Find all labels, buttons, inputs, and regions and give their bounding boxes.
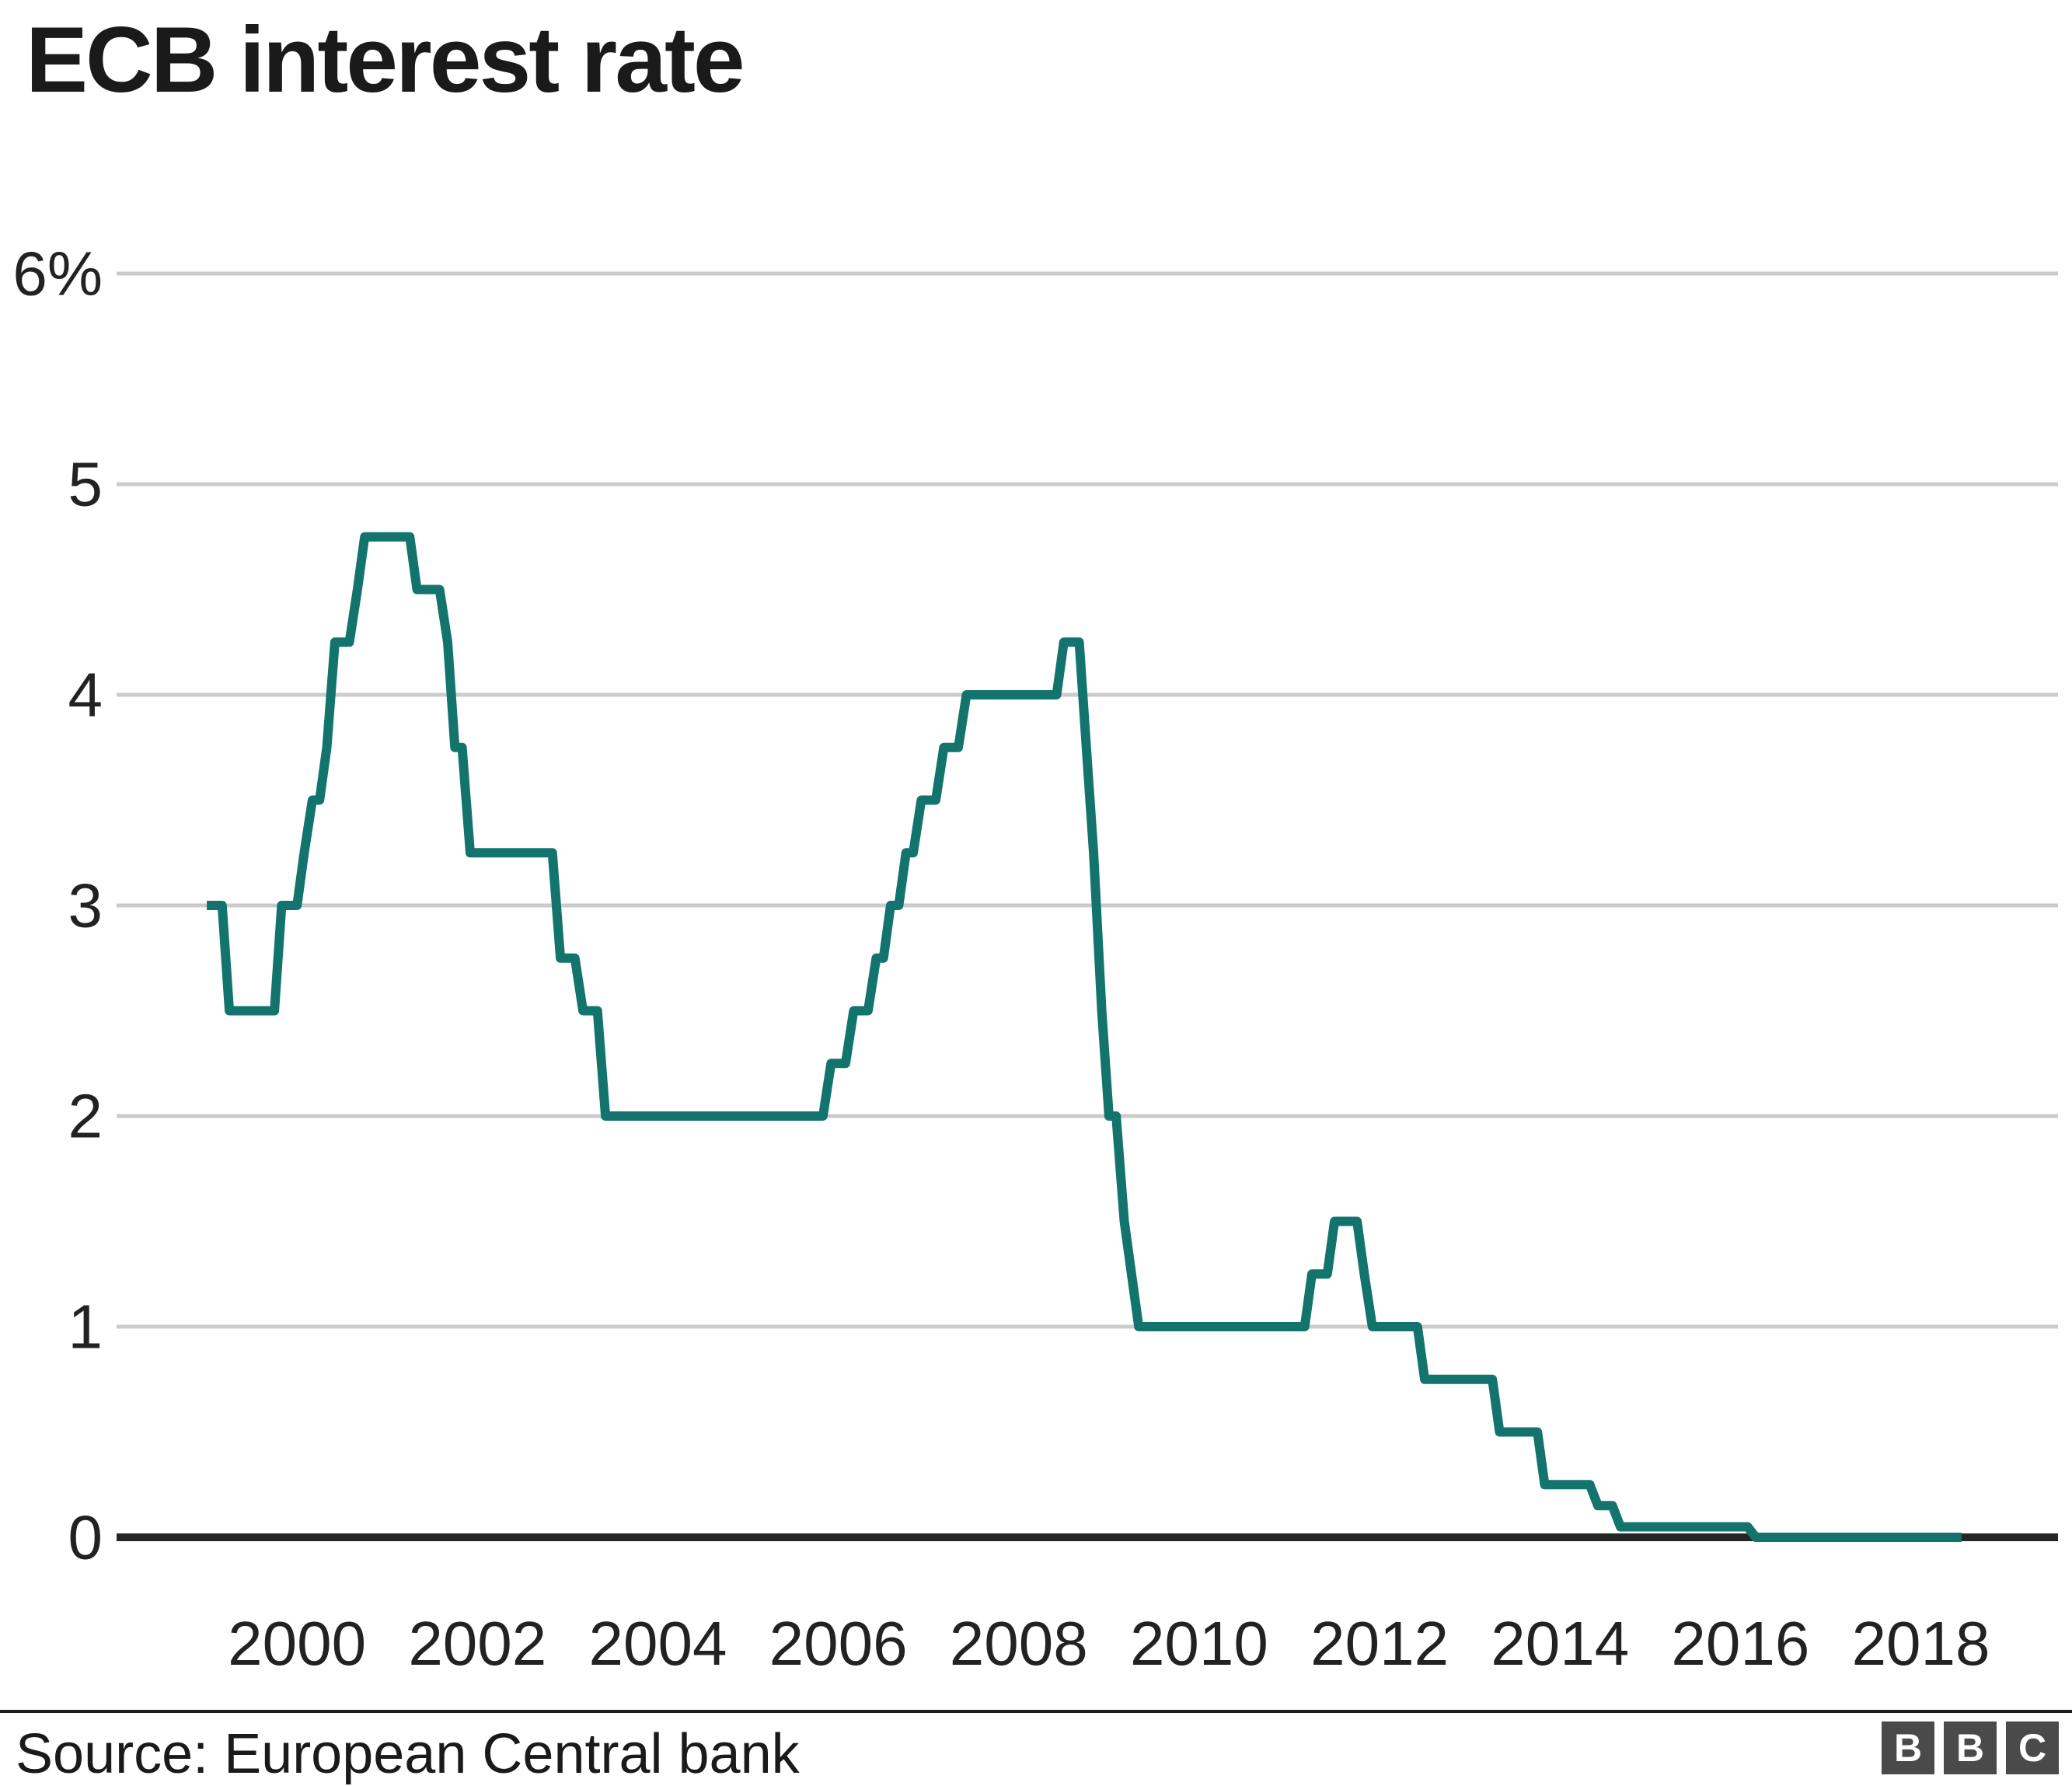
- y-axis-label: 2: [68, 1082, 103, 1151]
- x-axis-label: 2008: [950, 1609, 1088, 1678]
- footer-divider: [0, 1710, 2072, 1713]
- x-axis-label: 2012: [1310, 1609, 1449, 1678]
- y-axis-label: 0: [68, 1503, 103, 1572]
- x-axis-label: 2014: [1491, 1609, 1629, 1678]
- bbc-logo-letter: C: [2006, 1721, 2059, 1774]
- x-axis-label: 2010: [1130, 1609, 1268, 1678]
- bbc-logo-letter: B: [1944, 1721, 1997, 1774]
- y-axis-label: 1: [68, 1292, 103, 1362]
- x-axis-label: 2018: [1852, 1609, 1990, 1678]
- chart-title: ECB interest rate: [26, 8, 745, 112]
- y-axis-label: 4: [68, 661, 103, 730]
- bbc-logo: B B C: [1882, 1721, 2059, 1774]
- x-axis-label: 2004: [588, 1609, 727, 1678]
- y-axis-label: 6%: [12, 239, 103, 309]
- x-axis-label: 2016: [1671, 1609, 1809, 1678]
- source-text: Source: European Central bank: [16, 1723, 800, 1785]
- y-axis-label: 3: [68, 871, 103, 940]
- y-axis-label: 5: [68, 450, 103, 519]
- rate-line: [207, 532, 1962, 1542]
- x-axis-label: 2002: [408, 1609, 546, 1678]
- x-axis-label: 2006: [769, 1609, 908, 1678]
- x-axis-label: 2000: [228, 1609, 366, 1678]
- bbc-logo-letter: B: [1882, 1721, 1934, 1774]
